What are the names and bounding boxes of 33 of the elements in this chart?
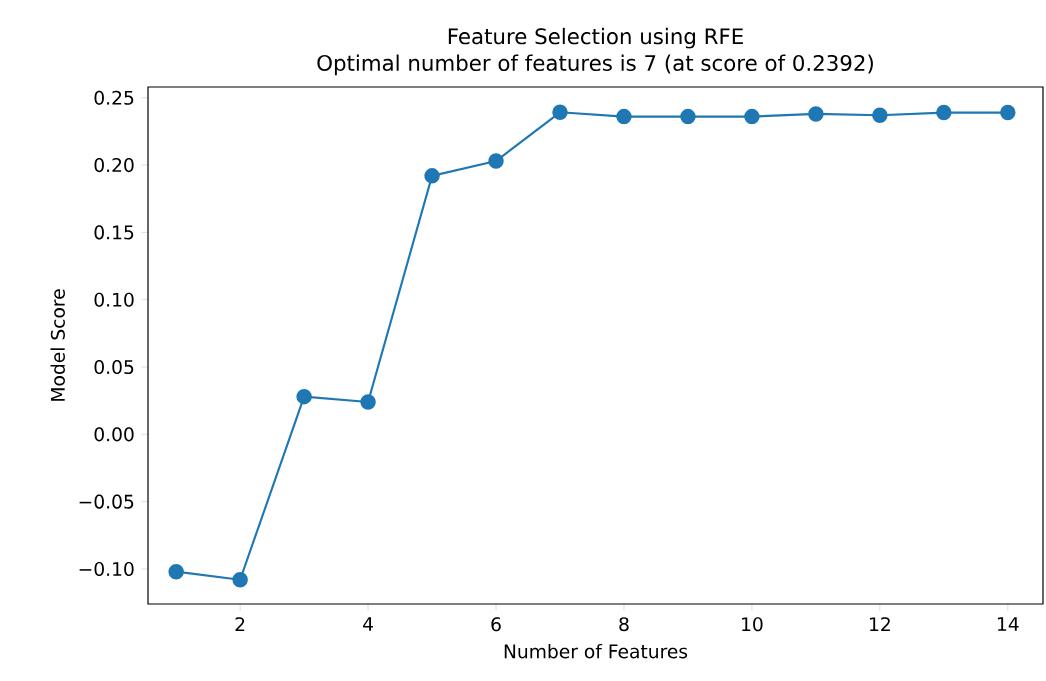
point bbox=[808, 106, 824, 122]
point bbox=[872, 107, 888, 123]
y-tick-label: 0.00 bbox=[94, 427, 134, 442]
point bbox=[1000, 104, 1016, 121]
point bbox=[232, 572, 248, 588]
chart-title: Feature Selection using RFE bbox=[448, 27, 743, 49]
y-tick-label: −0.10 bbox=[79, 561, 134, 577]
y-tick-label: 0.20 bbox=[94, 158, 134, 173]
point bbox=[488, 153, 504, 169]
y-tick-label: 0.25 bbox=[94, 90, 134, 105]
y-tick-label: −0.05 bbox=[79, 494, 134, 509]
point bbox=[616, 108, 632, 125]
point bbox=[360, 394, 376, 410]
x-tick-label: 4 bbox=[363, 617, 373, 631]
point bbox=[680, 108, 696, 125]
y-axis-title: Model Score bbox=[50, 289, 65, 401]
point bbox=[552, 104, 568, 121]
point bbox=[936, 104, 952, 121]
point bbox=[744, 108, 760, 125]
y-tick-label: 0.05 bbox=[94, 359, 134, 375]
x-tick-label: 10 bbox=[742, 617, 763, 632]
x-tick-label: 8 bbox=[619, 617, 629, 632]
y-tick-label: 0.10 bbox=[94, 292, 134, 307]
chart-subtitle: Optimal number of features is 7 (at score of 0.2392) bbox=[317, 54, 873, 76]
x-axis-title: Number of Features bbox=[504, 643, 688, 659]
x-tick-label: 12 bbox=[870, 617, 890, 631]
point bbox=[296, 388, 312, 405]
x-tick-label: 14 bbox=[997, 617, 1019, 631]
point bbox=[424, 168, 440, 184]
y-tick-label: 0.15 bbox=[94, 225, 134, 240]
x-tick-label: 2 bbox=[235, 617, 245, 631]
point bbox=[168, 563, 184, 580]
x-tick-label: 6 bbox=[491, 617, 501, 632]
